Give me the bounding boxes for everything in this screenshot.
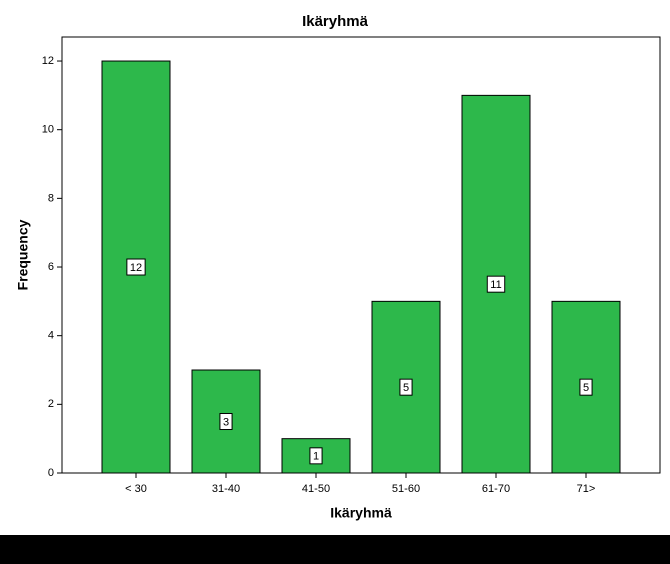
value-label: 5 xyxy=(403,382,409,394)
value-label: 12 xyxy=(130,262,142,274)
value-label-box xyxy=(309,447,323,465)
x-tick-label: 41-50 xyxy=(302,483,330,495)
x-tick-label: < 30 xyxy=(125,483,147,495)
y-tick-label: 8 xyxy=(48,192,54,204)
x-axis-label: Ikäryhmä xyxy=(330,505,392,521)
y-tick-label: 2 xyxy=(48,398,54,410)
value-label-box xyxy=(399,378,413,396)
y-tick-label: 12 xyxy=(42,55,54,67)
value-label-box xyxy=(486,275,506,293)
chart-title: Ikäryhmä xyxy=(302,13,369,30)
y-tick-label: 4 xyxy=(48,330,54,342)
x-tick-label: 31-40 xyxy=(212,483,240,495)
y-tick-label: 10 xyxy=(42,124,54,136)
x-tick-label: 71> xyxy=(577,483,596,495)
x-tick-label: 51-60 xyxy=(392,483,420,495)
value-label: 3 xyxy=(223,416,229,428)
y-tick-label: 0 xyxy=(48,467,54,479)
y-axis-label: Frequency xyxy=(15,219,31,290)
value-label-box xyxy=(219,413,233,431)
x-tick-label: 61-70 xyxy=(482,483,510,495)
value-label-box xyxy=(579,378,593,396)
value-label: 1 xyxy=(313,451,319,463)
bottom-band xyxy=(0,535,670,564)
value-label: 11 xyxy=(490,279,501,291)
value-label-box xyxy=(126,258,146,276)
value-label: 5 xyxy=(583,382,589,394)
y-tick-label: 6 xyxy=(48,261,54,273)
